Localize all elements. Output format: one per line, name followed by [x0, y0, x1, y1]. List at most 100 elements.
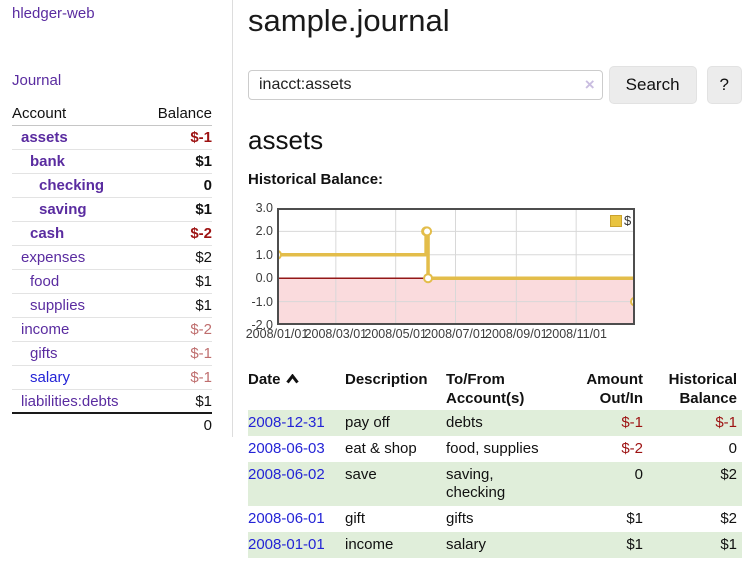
help-button[interactable]: ? — [706, 66, 742, 104]
transaction-row: 2008-06-03 eat & shop food, supplies $-2 0 — [248, 436, 742, 462]
transaction-date-link[interactable]: 2008-06-02 — [248, 466, 325, 483]
register-column-label: Description — [345, 371, 428, 388]
account-row: expenses $2 — [12, 246, 212, 270]
register-column-header[interactable]: Date — [248, 368, 345, 410]
account-heading: assets — [248, 125, 324, 155]
account-balance: $-2 — [190, 321, 212, 338]
transaction-historical-balance: $2 — [720, 466, 737, 483]
account-row: food $1 — [12, 270, 212, 294]
account-balance: $-1 — [190, 345, 212, 362]
sidebar-account-link[interactable]: cash — [30, 225, 65, 242]
transaction-accounts: gifts — [446, 510, 474, 527]
transaction-row: 2008-12-31 pay off debts $-1 $-1 — [248, 410, 742, 436]
account-balance: $-1 — [190, 129, 212, 146]
account-balance: $1 — [195, 273, 212, 290]
register-header-row: Date Description To/From Account(s) Amount … — [248, 368, 742, 410]
account-row: liabilities:debts $1 — [12, 390, 212, 414]
chart-plot — [277, 208, 635, 325]
register-column-label: Amount Out/In — [586, 371, 643, 407]
account-balance: 0 — [203, 177, 212, 194]
legend-label: $ — [624, 213, 632, 228]
account-rows: assets $-1 bank $1 checking 0 saving $1 cash $-2 e… — [12, 126, 212, 414]
transaction-historical-balance: $1 — [720, 536, 737, 553]
transaction-amount: $-1 — [621, 414, 643, 431]
register-column-header: Historical Balance — [643, 368, 742, 410]
transaction-description: gift — [345, 510, 366, 527]
account-row: salary $-1 — [12, 366, 212, 390]
y-axis-tick-label: -1.0 — [251, 294, 273, 309]
transaction-accounts: saving, checking — [446, 466, 506, 501]
register-column-label: Historical Balance — [668, 371, 737, 407]
main-content: sample.journal × Search ? assets Histori… — [233, 0, 742, 558]
sidebar-account-link[interactable]: income — [21, 321, 70, 338]
accounts-table-header: Account Balance — [12, 102, 212, 126]
account-column-header: Account — [12, 105, 67, 122]
transaction-amount: $-2 — [621, 440, 643, 457]
register-column-header: Description — [345, 368, 446, 410]
sidebar-account-link[interactable]: expenses — [21, 249, 86, 266]
data-point-marker — [423, 273, 434, 284]
transaction-accounts: food, supplies — [446, 440, 539, 457]
sidebar-item-journal[interactable]: Journal — [12, 72, 62, 89]
sidebar-account-link[interactable]: saving — [39, 201, 87, 218]
transaction-amount: $1 — [626, 510, 643, 527]
sidebar-account-link[interactable]: liabilities:debts — [21, 393, 119, 410]
account-row: bank $1 — [12, 150, 212, 174]
account-row: checking 0 — [12, 174, 212, 198]
transaction-description: save — [345, 466, 377, 483]
transaction-description: eat & shop — [345, 440, 417, 457]
account-balance: $1 — [195, 393, 212, 410]
data-point-marker — [422, 226, 433, 237]
account-row: gifts $-1 — [12, 342, 212, 366]
account-balance: $2 — [195, 249, 212, 266]
transaction-date-link[interactable]: 2008-06-03 — [248, 440, 325, 457]
balance-column-header: Balance — [157, 105, 212, 122]
y-axis-tick-label: -2.0 — [251, 318, 273, 332]
account-row: supplies $1 — [12, 294, 212, 318]
accounts-table: Account Balance assets $-1 bank $1 checking 0… — [12, 102, 212, 438]
account-balance: $-2 — [190, 225, 212, 242]
sort-ascending-icon — [285, 373, 299, 384]
page-title: sample.journal — [248, 3, 450, 38]
transaction-description: pay off — [345, 414, 390, 431]
y-axis-tick-label: 2.0 — [255, 224, 273, 239]
x-axis-tick-label: 2008/05/01 — [364, 327, 427, 341]
search-button[interactable]: Search — [608, 66, 697, 104]
transaction-date-link[interactable]: 2008-06-01 — [248, 510, 325, 527]
x-axis-tick-label: 2008/01/01 — [245, 327, 309, 341]
transaction-accounts: salary — [446, 536, 487, 553]
y-axis-tick-label: 0.0 — [255, 271, 273, 286]
clear-search-icon[interactable]: × — [584, 75, 595, 94]
sidebar-account-link[interactable]: salary — [30, 369, 71, 386]
sidebar-account-link[interactable]: supplies — [30, 297, 86, 314]
sidebar-account-link[interactable]: checking — [39, 177, 105, 194]
register-column-label: To/From Account(s) — [446, 371, 525, 407]
transaction-row: 2008-01-01 income salary $1 $1 — [248, 532, 742, 558]
sidebar-account-link[interactable]: assets — [21, 129, 68, 146]
transaction-date-link[interactable]: 2008-12-31 — [248, 414, 325, 431]
account-row: income $-2 — [12, 318, 212, 342]
account-balance: $1 — [195, 297, 212, 314]
sidebar-account-link[interactable]: bank — [30, 153, 66, 170]
app-brand-link[interactable]: hledger-web — [12, 5, 95, 22]
search-input[interactable] — [248, 70, 603, 100]
account-row: saving $1 — [12, 198, 212, 222]
historical-balance-chart: $ 3.0 2.0 1.0 0.0 -1.0 -2.0 2008/01/01 2008/03/… — [246, 201, 742, 352]
register-column-label: Date — [248, 371, 281, 388]
account-row: cash $-2 — [12, 222, 212, 246]
accounts-total: 0 — [203, 417, 212, 434]
transaction-accounts: debts — [446, 414, 483, 431]
chart-legend: $ — [608, 212, 634, 229]
transaction-amount: 0 — [634, 466, 643, 483]
account-balance: $1 — [195, 153, 212, 170]
register-table: Date Description To/From Account(s) Amount … — [248, 368, 742, 558]
sidebar: hledger-web Journal Account Balance asse… — [0, 0, 233, 437]
transaction-row: 2008-06-02 save saving, checking 0 $2 — [248, 462, 742, 506]
account-row: assets $-1 — [12, 126, 212, 150]
x-axis-tick-label: 2008/11/01 — [545, 327, 607, 341]
x-axis-tick-label: 2008/09/01 — [485, 327, 548, 341]
transaction-description: income — [345, 536, 394, 553]
transaction-date-link[interactable]: 2008-01-01 — [248, 536, 325, 553]
sidebar-account-link[interactable]: gifts — [30, 345, 58, 362]
sidebar-account-link[interactable]: food — [30, 273, 60, 290]
